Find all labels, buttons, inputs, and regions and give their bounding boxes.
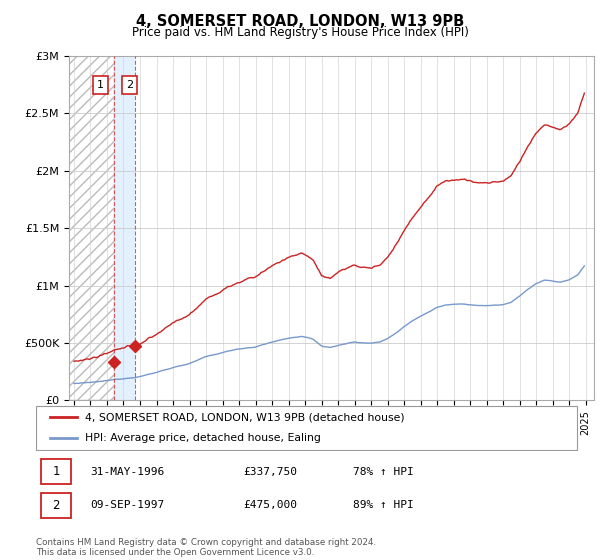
Text: 1: 1 xyxy=(97,80,104,90)
Text: 1: 1 xyxy=(52,465,60,478)
Text: 2: 2 xyxy=(127,80,133,90)
FancyBboxPatch shape xyxy=(36,406,577,450)
Text: 4, SOMERSET ROAD, LONDON, W13 9PB: 4, SOMERSET ROAD, LONDON, W13 9PB xyxy=(136,14,464,29)
Text: Price paid vs. HM Land Registry's House Price Index (HPI): Price paid vs. HM Land Registry's House … xyxy=(131,26,469,39)
Text: 89% ↑ HPI: 89% ↑ HPI xyxy=(353,501,413,510)
Text: 31-MAY-1996: 31-MAY-1996 xyxy=(91,467,165,477)
Text: 4, SOMERSET ROAD, LONDON, W13 9PB (detached house): 4, SOMERSET ROAD, LONDON, W13 9PB (detac… xyxy=(85,412,405,422)
Text: £337,750: £337,750 xyxy=(244,467,298,477)
Text: 2: 2 xyxy=(52,499,60,512)
Text: Contains HM Land Registry data © Crown copyright and database right 2024.
This d: Contains HM Land Registry data © Crown c… xyxy=(36,538,376,557)
Bar xyxy=(69,56,114,400)
Bar xyxy=(114,56,135,400)
Text: £475,000: £475,000 xyxy=(244,501,298,510)
Text: 78% ↑ HPI: 78% ↑ HPI xyxy=(353,467,413,477)
FancyBboxPatch shape xyxy=(41,493,71,518)
FancyBboxPatch shape xyxy=(41,459,71,484)
Text: 09-SEP-1997: 09-SEP-1997 xyxy=(91,501,165,510)
Text: HPI: Average price, detached house, Ealing: HPI: Average price, detached house, Eali… xyxy=(85,433,321,444)
